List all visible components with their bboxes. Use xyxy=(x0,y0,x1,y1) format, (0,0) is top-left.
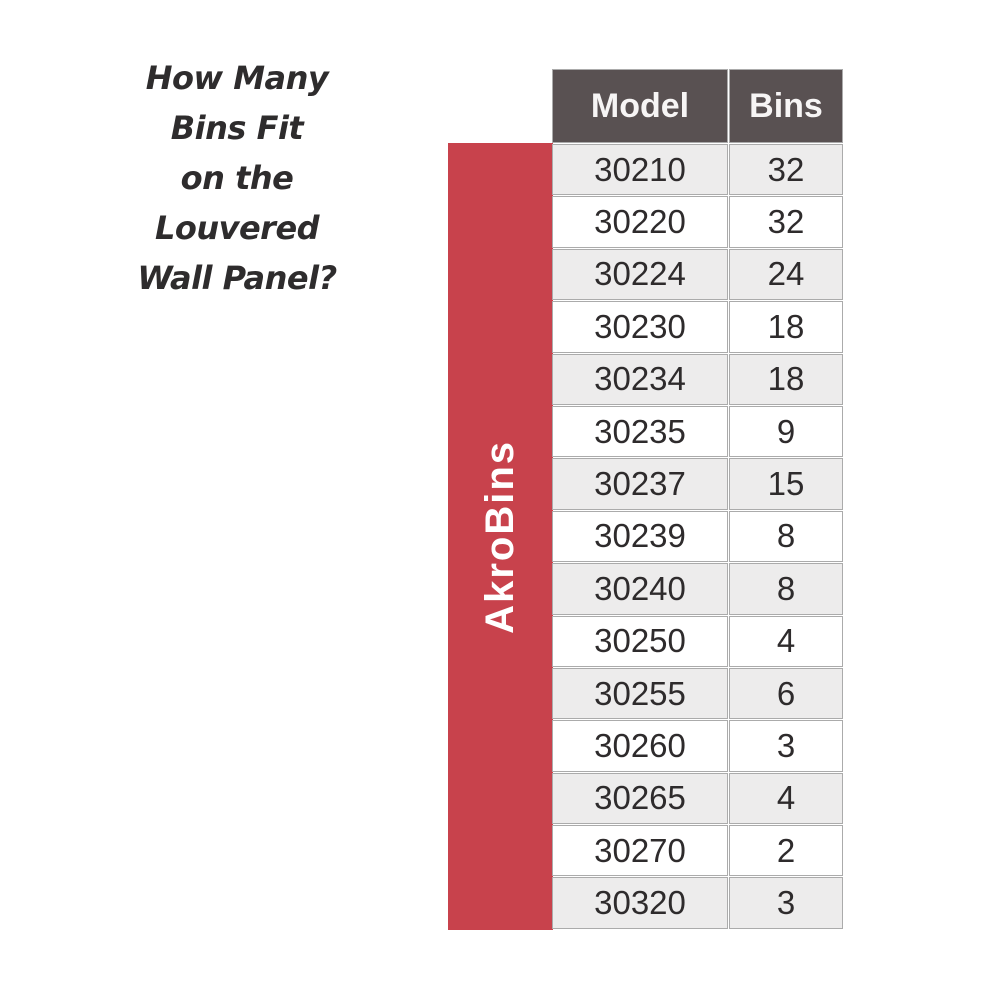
bins-cell: 18 xyxy=(730,302,842,352)
bins-table: Model Bins 30210 32 30220 32 30224 24 30… xyxy=(550,67,845,931)
table-row: 30234 18 xyxy=(553,354,842,404)
bins-cell: 8 xyxy=(730,511,842,562)
column-header-model: Model xyxy=(553,70,727,142)
column-header-bins: Bins xyxy=(730,70,842,142)
model-cell: 30234 xyxy=(553,354,727,404)
akrobins-side-banner: AkroBins xyxy=(448,143,553,930)
bins-table-header: Model Bins xyxy=(553,70,842,142)
bins-cell: 6 xyxy=(730,668,842,719)
table-row: 30265 4 xyxy=(553,773,842,824)
model-cell: 30270 xyxy=(553,826,727,876)
model-cell: 30235 xyxy=(553,406,727,457)
table-body: 30210 32 30220 32 30224 24 30230 18 3023… xyxy=(553,145,842,928)
model-cell: 30265 xyxy=(553,773,727,824)
table-row: 30255 6 xyxy=(553,668,842,719)
model-cell: 30224 xyxy=(553,249,727,300)
bins-cell: 24 xyxy=(730,249,842,300)
table-row: 30224 24 xyxy=(553,249,842,300)
bins-cell: 15 xyxy=(730,459,842,509)
bins-cell: 4 xyxy=(730,616,842,666)
bins-cell: 9 xyxy=(730,406,842,457)
table-row: 30320 3 xyxy=(553,878,842,928)
table-row: 30235 9 xyxy=(553,406,842,457)
bins-cell: 8 xyxy=(730,564,842,614)
table-row: 30260 3 xyxy=(553,721,842,771)
table-row: 30240 8 xyxy=(553,564,842,614)
header-row: Model Bins xyxy=(553,70,842,142)
bins-cell: 32 xyxy=(730,145,842,195)
table-row: 30237 15 xyxy=(553,459,842,509)
table-row: 30270 2 xyxy=(553,826,842,876)
bins-cell: 3 xyxy=(730,721,842,771)
model-cell: 30239 xyxy=(553,511,727,562)
page-title: How Many Bins Fit on the Louvered Wall P… xyxy=(82,53,392,303)
bins-cell: 32 xyxy=(730,197,842,247)
model-cell: 30260 xyxy=(553,721,727,771)
model-cell: 30210 xyxy=(553,145,727,195)
model-cell: 30230 xyxy=(553,302,727,352)
title-line: Wall Panel? xyxy=(137,259,337,297)
title-line: Bins Fit xyxy=(170,109,304,147)
model-cell: 30237 xyxy=(553,459,727,509)
bins-cell: 4 xyxy=(730,773,842,824)
table-row: 30250 4 xyxy=(553,616,842,666)
title-line: How Many xyxy=(145,59,329,97)
model-cell: 30255 xyxy=(553,668,727,719)
bins-cell: 18 xyxy=(730,354,842,404)
akrobins-label: AkroBins xyxy=(478,439,522,634)
title-line: on the xyxy=(180,159,294,197)
bins-cell: 2 xyxy=(730,826,842,876)
model-cell: 30240 xyxy=(553,564,727,614)
table-row: 30210 32 xyxy=(553,145,842,195)
table-row: 30239 8 xyxy=(553,511,842,562)
model-cell: 30220 xyxy=(553,197,727,247)
model-cell: 30250 xyxy=(553,616,727,666)
table-row: 30220 32 xyxy=(553,197,842,247)
bins-cell: 3 xyxy=(730,878,842,928)
title-line: Louvered xyxy=(154,209,320,247)
table-row: 30230 18 xyxy=(553,302,842,352)
model-cell: 30320 xyxy=(553,878,727,928)
